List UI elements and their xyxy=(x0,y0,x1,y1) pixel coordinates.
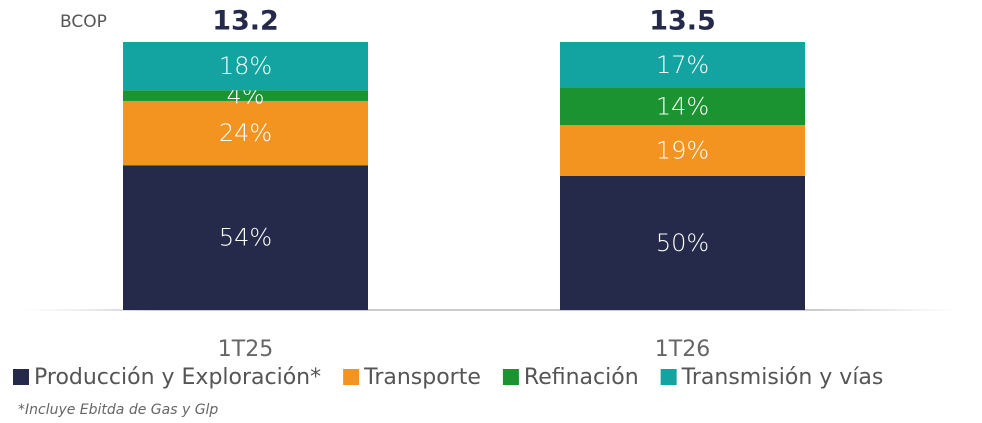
value-label: 14% xyxy=(656,92,709,120)
bar-segment xyxy=(560,176,805,310)
legend-swatch xyxy=(502,369,519,385)
bar-segment xyxy=(123,100,368,166)
total-label: 13.5 xyxy=(649,6,716,37)
footnote: *Incluye Ebitda de Gas y Glp xyxy=(18,402,218,418)
x-tick-label: 1T26 xyxy=(655,337,710,362)
value-label: 19% xyxy=(656,137,709,165)
legend-label: Refinación xyxy=(524,365,639,390)
total-label: 13.2 xyxy=(212,6,279,37)
value-label: 54% xyxy=(219,224,272,252)
value-label: 18% xyxy=(219,52,272,80)
baseline xyxy=(20,309,960,311)
legend-swatch xyxy=(13,369,29,385)
value-label: 24% xyxy=(219,119,272,147)
legend-label: Transmisión y vías xyxy=(681,365,884,390)
legend-swatch xyxy=(660,369,677,385)
bar-segment xyxy=(560,42,805,88)
unit-label: BCOP xyxy=(60,12,107,32)
value-label: 50% xyxy=(656,229,709,257)
bar-segment xyxy=(123,165,368,310)
bar-segment xyxy=(123,42,368,91)
legend-label: Transporte xyxy=(363,365,481,390)
x-tick-label: 1T25 xyxy=(218,337,273,362)
value-label: 17% xyxy=(656,51,709,79)
bar-segment xyxy=(560,87,805,126)
legend-label: Producción y Exploración* xyxy=(34,365,321,390)
legend-swatch xyxy=(343,369,360,385)
bar-segment xyxy=(123,90,368,101)
bar-segment xyxy=(560,125,805,176)
